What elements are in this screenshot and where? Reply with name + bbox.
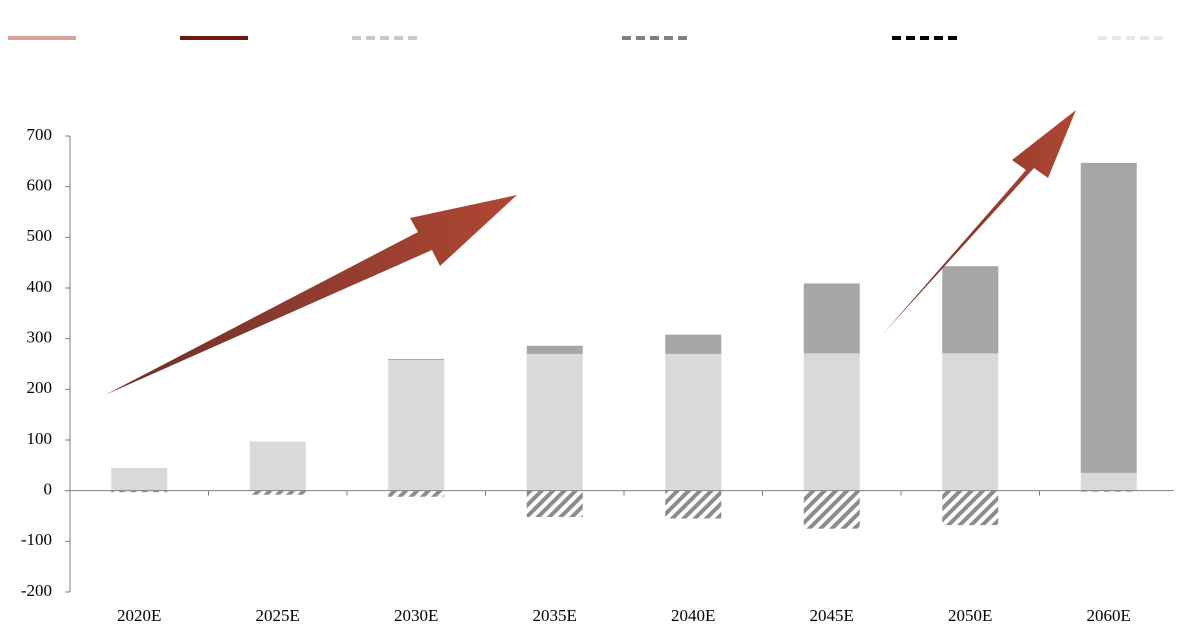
bar-segment — [249, 441, 306, 491]
y-tick-label: 600 — [27, 176, 53, 195]
y-tick-label: 300 — [27, 328, 53, 347]
x-tick-label: 2030E — [394, 606, 438, 625]
bar-segment — [111, 490, 168, 493]
x-tick-label: 2035E — [533, 606, 577, 625]
bar-segment — [388, 358, 445, 360]
y-tick-label: 100 — [27, 429, 53, 448]
bar-segment — [942, 353, 999, 491]
plot-area: -200 -100 0 100 200 300 400 500 600 700 2020E 2025E… — [21, 125, 1174, 625]
x-tick-label: 2060E — [1087, 606, 1131, 625]
x-tick-label: 2040E — [671, 606, 715, 625]
bar-segment — [111, 467, 168, 491]
bar-segment — [665, 334, 722, 354]
bar-segment — [665, 490, 722, 519]
bar-segment — [249, 490, 306, 495]
bar-segment — [665, 353, 722, 491]
x-tick-label: 2020E — [117, 606, 161, 625]
y-tick-label: 200 — [27, 378, 53, 397]
y-tick-label: 400 — [27, 277, 53, 296]
y-tick-label: 500 — [27, 226, 53, 245]
bar-segment — [388, 490, 445, 497]
bar-segment — [526, 345, 583, 354]
x-tick-label: 2050E — [948, 606, 992, 625]
y-tick-label: -200 — [21, 581, 52, 600]
annotations — [105, 110, 1076, 395]
bar-segment — [526, 490, 583, 518]
bar-segment — [803, 283, 860, 354]
bar-segment — [1080, 472, 1137, 491]
bar-segment — [803, 490, 860, 529]
bar-segment — [942, 266, 999, 354]
trend-arrow — [882, 110, 1076, 335]
trend-arrow — [105, 195, 517, 395]
y-tick-label: 0 — [44, 480, 53, 499]
bar-segment — [1080, 490, 1137, 492]
x-tick-label: 2045E — [810, 606, 854, 625]
bar-segment — [803, 353, 860, 491]
y-tick-label: -100 — [21, 530, 52, 549]
bar-segment — [388, 359, 445, 491]
bar-segment — [526, 353, 583, 491]
y-tick-label: 700 — [27, 125, 53, 144]
bar-segment — [1080, 162, 1137, 473]
bar-segment — [942, 490, 999, 526]
x-tick-label: 2025E — [256, 606, 300, 625]
